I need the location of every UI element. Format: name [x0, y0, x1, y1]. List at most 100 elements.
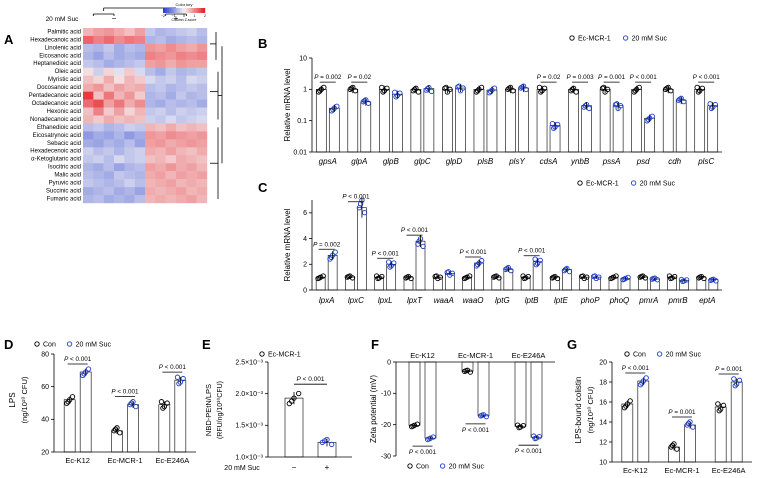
heatmap-cell — [103, 171, 115, 180]
heatmap-cell — [103, 123, 115, 132]
f-data-point — [536, 433, 543, 440]
heatmap-cell — [176, 195, 187, 204]
heatmap-cell — [134, 51, 146, 61]
heatmap-row-label: Isocitric acid — [48, 165, 81, 171]
heatmap-cell — [134, 75, 146, 84]
heatmap-cell — [155, 163, 166, 172]
heatmap-cell — [165, 91, 177, 100]
b-data-point — [361, 98, 368, 104]
heatmap-cell — [83, 147, 94, 156]
heatmap-cell — [103, 139, 115, 148]
heatmap-cell — [83, 179, 94, 188]
heatmap-cell — [83, 155, 94, 164]
heatmap-cell — [186, 171, 197, 180]
heatmap-cell — [155, 131, 166, 140]
heatmap-cell — [196, 51, 208, 61]
g-data-point — [669, 442, 676, 448]
heatmap-cell — [186, 195, 197, 204]
heatmap-cell — [134, 139, 146, 148]
heatmap-cell — [186, 155, 197, 164]
heatmap-cell — [134, 115, 146, 124]
heatmap-cell — [103, 67, 115, 76]
g-y-tick-label: 10 — [599, 459, 607, 466]
d-data-point — [117, 430, 123, 436]
f-data-point — [430, 434, 437, 440]
c-legend-con-marker — [577, 180, 583, 186]
color-key-swatch — [163, 8, 166, 13]
c-category-label: lptE — [554, 296, 568, 305]
heatmap-cell — [186, 131, 197, 140]
f-data-point — [516, 424, 522, 431]
color-key-tick: 1 — [194, 14, 196, 18]
d-data-point — [174, 374, 181, 380]
heatmap-cell — [165, 115, 177, 124]
heatmap-cell — [103, 147, 115, 156]
heatmap-row-label: Sebacic acid — [47, 141, 81, 147]
e-y-axis-label: NBD-PEtN/LPS — [204, 384, 213, 436]
heatmap-cell — [114, 83, 125, 92]
heatmap-cell — [124, 131, 135, 140]
b-data-point — [488, 88, 494, 95]
heatmap-cell — [176, 155, 187, 164]
heatmap-cell — [155, 67, 166, 76]
d-data-point — [69, 394, 76, 400]
color-key-swatch — [167, 8, 170, 13]
d-data-point — [164, 400, 170, 406]
heatmap-cell — [93, 75, 104, 84]
b-data-point — [582, 103, 588, 109]
d-data-point — [128, 400, 135, 406]
b-p-value: P = 0.02 — [537, 74, 561, 81]
c-data-point — [592, 273, 598, 279]
heatmap-cell — [155, 147, 166, 156]
d-data-point — [111, 428, 117, 434]
heatmap-cell — [196, 171, 208, 180]
e-legend-label: Ec-MCR-1 — [268, 352, 301, 359]
heatmap-cell — [186, 28, 197, 37]
b-category-label: pssA — [602, 157, 621, 166]
g-data-point — [736, 377, 743, 383]
b-data-point — [519, 84, 525, 90]
heatmap-cell — [114, 43, 125, 53]
heatmap-cell — [124, 43, 135, 53]
g-data-point — [627, 398, 633, 404]
heatmap-cell — [93, 67, 104, 76]
c-p-value: P < 0.001 — [372, 250, 400, 257]
heatmap-cell — [155, 83, 166, 92]
color-key-swatch — [169, 8, 172, 13]
color-key-swatch — [175, 8, 178, 13]
heatmap-cell — [124, 59, 135, 68]
heatmap-cell — [134, 43, 146, 53]
c-category-label: lpxL — [378, 296, 393, 305]
f-legend-suc-marker — [439, 463, 446, 469]
heatmap-cell — [114, 123, 125, 132]
heatmap-cell — [134, 91, 146, 100]
d-y-axis-label: LPS — [8, 392, 17, 407]
c-data-point — [479, 257, 485, 264]
b-bar — [707, 105, 719, 153]
heatmap-cell — [186, 51, 197, 61]
heatmap-cell — [165, 28, 177, 37]
b-data-point — [614, 101, 620, 107]
heatmap-cell — [155, 91, 166, 100]
heatmap-cell — [145, 171, 156, 180]
b-category-label: cdsA — [540, 157, 558, 166]
heatmap-cell — [145, 123, 156, 132]
heatmap-cell — [93, 195, 104, 204]
e-y-axis-label-units: (RFU/ng/10¹⁰CFU) — [216, 381, 224, 439]
b-data-point — [393, 94, 399, 100]
heatmap-cell — [114, 67, 125, 76]
heatmap-row-label: Eicosanoic acid — [39, 53, 81, 59]
heatmap-cell — [155, 59, 166, 68]
heatmap-cell — [176, 107, 187, 116]
heatmap-cell — [145, 99, 156, 108]
heatmap-cell — [124, 123, 135, 132]
b-bar — [328, 107, 340, 153]
heatmap-cell — [93, 123, 104, 132]
b-legend-con-label: Ec-MCR-1 — [578, 36, 611, 43]
d-y-tick-label: 20 — [41, 449, 49, 456]
heatmap-cell — [186, 123, 197, 132]
color-key-swatch — [192, 8, 195, 13]
g-legend-suc-marker — [656, 351, 663, 357]
f-p-value: P < 0.001 — [515, 448, 543, 455]
b-data-point — [330, 106, 336, 113]
